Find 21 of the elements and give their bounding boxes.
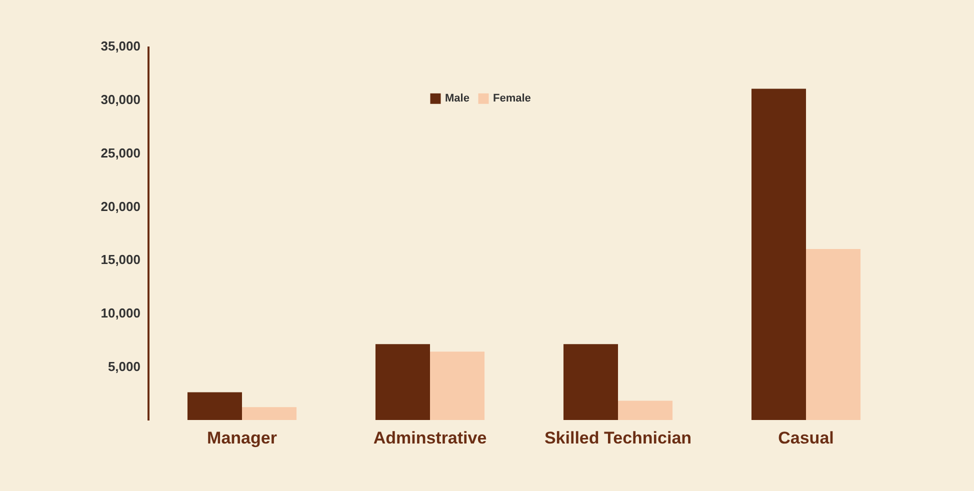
y-tick-label: 30,000 bbox=[100, 92, 140, 107]
x-tick-label: Casual bbox=[778, 428, 834, 448]
y-tick-label: 35,000 bbox=[100, 38, 140, 54]
bar bbox=[806, 249, 861, 420]
y-tick-label: 25,000 bbox=[100, 145, 140, 160]
y-tick-label: 5,000 bbox=[108, 359, 140, 374]
x-tick-label: Manager bbox=[207, 428, 278, 448]
bar bbox=[187, 392, 242, 420]
y-tick-label: 20,000 bbox=[100, 198, 140, 214]
legend-label: Female bbox=[493, 92, 531, 105]
x-tick-label: Adminstrative bbox=[373, 428, 487, 448]
bar bbox=[430, 352, 485, 420]
bar bbox=[563, 344, 618, 420]
x-tick-label: Skilled Technician bbox=[544, 428, 692, 448]
y-tick-label: 10,000 bbox=[100, 306, 140, 321]
y-tick-label: 15,000 bbox=[100, 252, 140, 268]
bar bbox=[375, 344, 430, 420]
bar bbox=[242, 407, 297, 420]
legend-label: Male bbox=[445, 92, 470, 105]
bar bbox=[751, 88, 806, 420]
bar bbox=[618, 400, 673, 420]
